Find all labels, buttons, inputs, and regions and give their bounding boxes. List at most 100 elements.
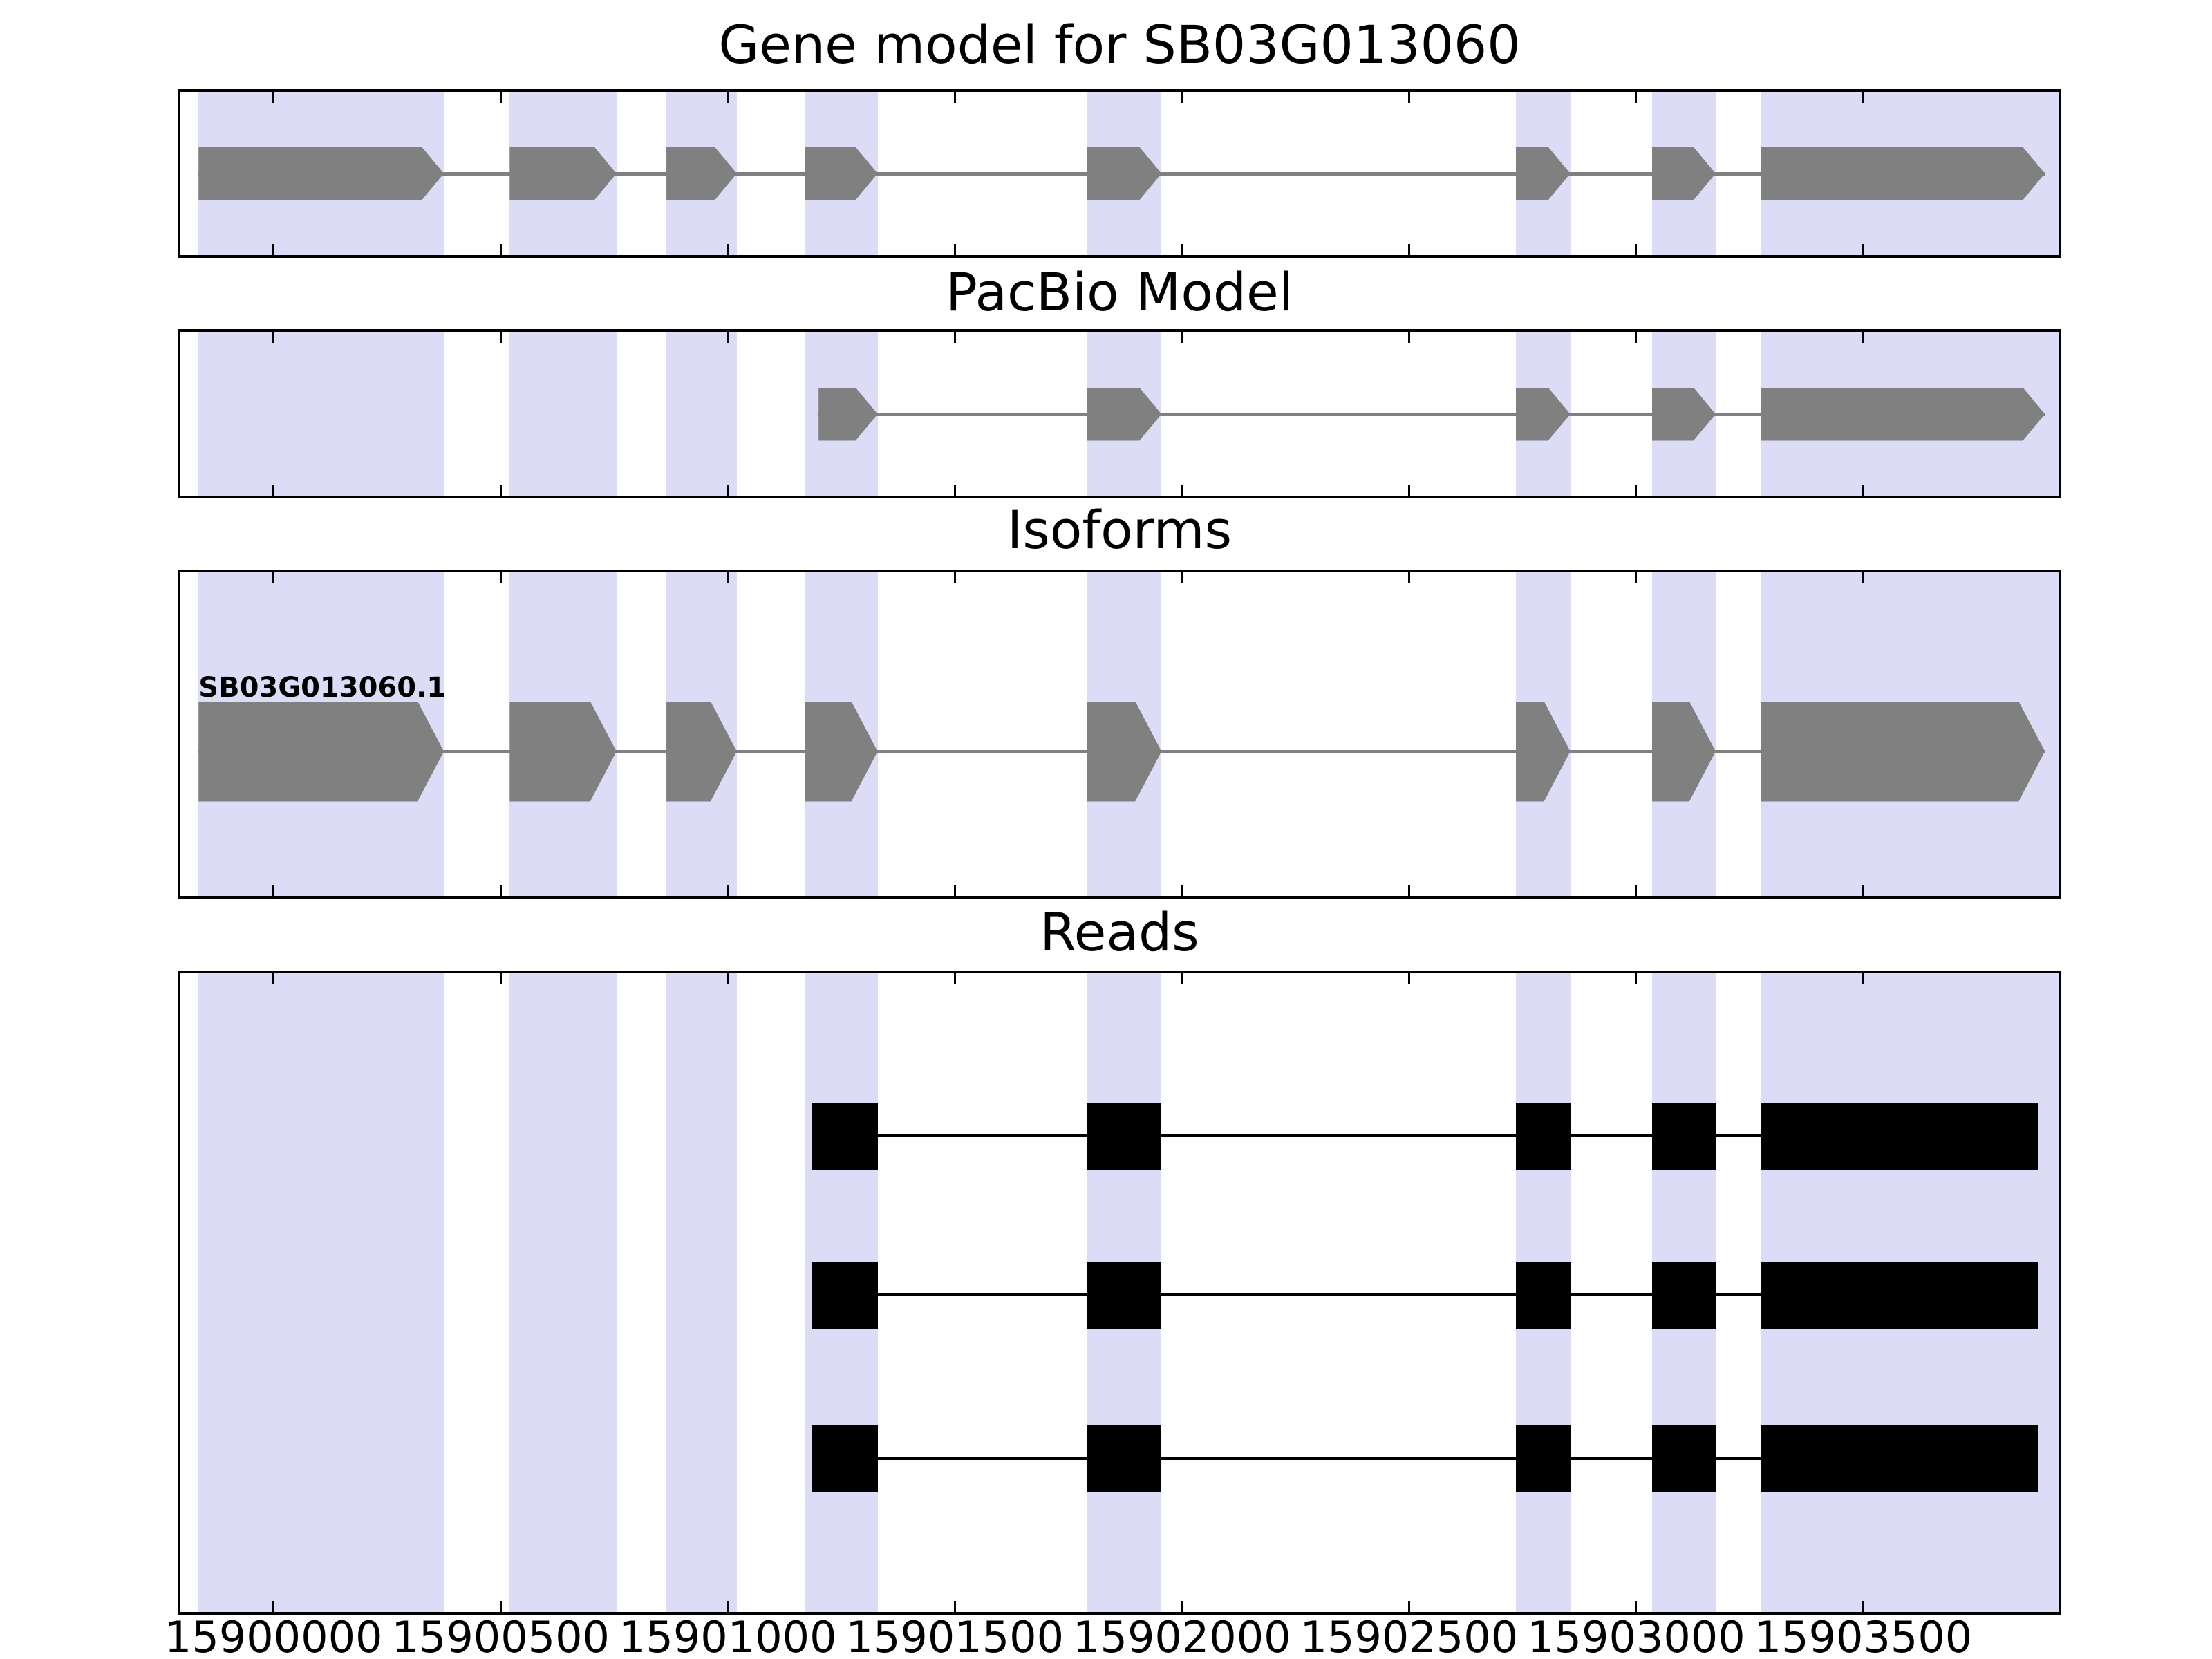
highlight-band bbox=[509, 973, 617, 1612]
axis-tick bbox=[1181, 485, 1183, 496]
highlight-band bbox=[198, 332, 444, 496]
x-tick-label: 15901000 bbox=[618, 1612, 837, 1659]
axis-tick bbox=[499, 973, 502, 984]
x-tick-label: 15902500 bbox=[1300, 1612, 1519, 1659]
track-title-gene-model: Gene model for SB03G013060 bbox=[718, 14, 1521, 75]
highlight-band bbox=[666, 332, 737, 496]
axis-tick bbox=[499, 485, 502, 496]
axis-tick bbox=[1181, 1601, 1183, 1612]
axis-tick bbox=[953, 92, 956, 103]
track-title-isoforms: Isoforms bbox=[1006, 499, 1232, 561]
axis-tick bbox=[1181, 885, 1183, 896]
axis-tick bbox=[1181, 332, 1183, 343]
axis-tick bbox=[953, 973, 956, 984]
axis-tick bbox=[1635, 885, 1638, 896]
track-title-reads: Reads bbox=[1040, 901, 1199, 963]
axis-tick bbox=[1635, 244, 1638, 255]
axis-tick bbox=[953, 1601, 956, 1612]
axis-tick bbox=[1181, 572, 1183, 583]
axis-tick bbox=[1862, 244, 1864, 255]
panel-gene-model bbox=[178, 89, 2061, 258]
axis-tick bbox=[1635, 1601, 1638, 1612]
x-tick-label: 15903500 bbox=[1754, 1612, 1973, 1659]
axis-tick bbox=[727, 572, 729, 583]
exon-arrow bbox=[198, 702, 444, 802]
axis-tick bbox=[1407, 1601, 1410, 1612]
x-tick-label: 15900500 bbox=[391, 1612, 610, 1659]
axis-tick bbox=[499, 92, 502, 103]
axis-tick bbox=[727, 244, 729, 255]
axis-tick bbox=[1635, 332, 1638, 343]
axis-tick bbox=[1635, 572, 1638, 583]
highlight-band bbox=[198, 973, 444, 1612]
axis-tick bbox=[727, 332, 729, 343]
panel-reads bbox=[178, 971, 2061, 1615]
axis-tick bbox=[953, 485, 956, 496]
x-tick-label: 15900000 bbox=[164, 1612, 383, 1659]
exon-arrow bbox=[1761, 388, 2045, 441]
axis-tick bbox=[272, 244, 275, 255]
read-exon-block bbox=[1651, 1425, 1716, 1492]
axis-tick bbox=[1407, 485, 1410, 496]
axis-tick bbox=[1407, 92, 1410, 103]
axis-tick bbox=[272, 92, 275, 103]
axis-tick bbox=[1862, 485, 1864, 496]
read-exon-block bbox=[1761, 1261, 2038, 1329]
read-exon-block bbox=[1515, 1261, 1571, 1329]
axis-tick bbox=[499, 244, 502, 255]
isoform-label: SB03G013060.1 bbox=[198, 672, 447, 704]
axis-tick bbox=[727, 885, 729, 896]
read-exon-block bbox=[812, 1261, 878, 1329]
axis-tick bbox=[1862, 973, 1864, 984]
axis-tick bbox=[727, 485, 729, 496]
read-exon-block bbox=[1515, 1102, 1571, 1170]
panel-pacbio-model bbox=[178, 329, 2061, 498]
axis-tick bbox=[953, 332, 956, 343]
x-tick-label: 15903000 bbox=[1527, 1612, 1745, 1659]
axis-tick bbox=[1407, 885, 1410, 896]
axis-tick bbox=[272, 332, 275, 343]
axis-tick bbox=[727, 1601, 729, 1612]
intron-line bbox=[812, 1293, 2038, 1296]
intron-line bbox=[812, 1457, 2038, 1460]
axis-tick bbox=[1862, 1601, 1864, 1612]
axis-tick bbox=[1181, 973, 1183, 984]
axis-tick bbox=[1181, 244, 1183, 255]
axis-tick bbox=[499, 1601, 502, 1612]
read-exon-block bbox=[1086, 1102, 1162, 1170]
highlight-band bbox=[666, 973, 737, 1612]
exon-arrow bbox=[509, 147, 616, 200]
axis-tick bbox=[272, 1601, 275, 1612]
exon-arrow bbox=[198, 147, 444, 200]
exon-arrow bbox=[1761, 147, 2045, 200]
axis-tick bbox=[1635, 485, 1638, 496]
axis-tick bbox=[1407, 332, 1410, 343]
axis-tick bbox=[1635, 973, 1638, 984]
x-tick-label: 15902000 bbox=[1073, 1612, 1291, 1659]
axis-tick bbox=[272, 885, 275, 896]
axis-tick bbox=[727, 92, 729, 103]
read-exon-block bbox=[1651, 1261, 1716, 1329]
intron-line bbox=[818, 412, 2045, 416]
axis-tick bbox=[727, 973, 729, 984]
exon-arrow bbox=[1761, 702, 2045, 802]
read-exon-block bbox=[812, 1425, 878, 1492]
axis-tick bbox=[1635, 92, 1638, 103]
axis-tick bbox=[1862, 332, 1864, 343]
axis-tick bbox=[953, 885, 956, 896]
read-exon-block bbox=[1086, 1261, 1162, 1329]
read-exon-block bbox=[1761, 1425, 2038, 1492]
x-tick-label: 15901500 bbox=[845, 1612, 1065, 1659]
axis-tick bbox=[1407, 973, 1410, 984]
axis-tick bbox=[1862, 885, 1864, 896]
track-title-pacbio-model: PacBio Model bbox=[946, 261, 1293, 323]
axis-tick bbox=[499, 572, 502, 583]
intron-line bbox=[812, 1134, 2038, 1137]
exon-arrow bbox=[509, 702, 616, 802]
axis-tick bbox=[1862, 572, 1864, 583]
axis-tick bbox=[1862, 92, 1864, 103]
axis-tick bbox=[272, 485, 275, 496]
axis-tick bbox=[499, 332, 502, 343]
axis-tick bbox=[1407, 572, 1410, 583]
